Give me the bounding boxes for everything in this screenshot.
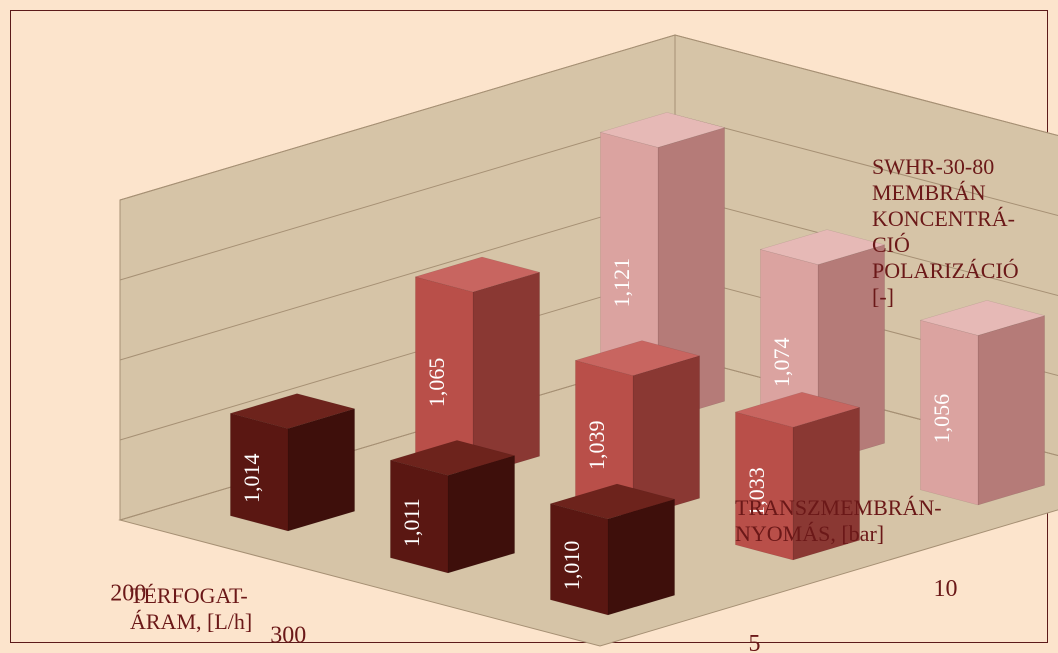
x-tick-label: 300 <box>270 622 306 648</box>
x-axis-title: TÉRFOGAT-ÁRAM, [L/h] <box>130 583 252 634</box>
bar: 1,014 <box>230 394 354 531</box>
bar: 1,056 <box>920 300 1044 505</box>
bar: 1,010 <box>550 484 674 615</box>
bar-value-label: 1,074 <box>769 337 794 387</box>
bar-value-label: 1,039 <box>584 420 609 470</box>
y-tick-label: 10 <box>934 576 958 602</box>
bar-value-label: 1,056 <box>929 394 954 444</box>
bar-value-label: 1,010 <box>559 541 584 591</box>
bar3d-chart: 0,951,001,051,101,151,1211,0741,0561,065… <box>0 0 1058 653</box>
bar-value-label: 1,065 <box>424 358 449 408</box>
bar-value-label: 1,014 <box>239 453 264 503</box>
bar-value-label: 1,121 <box>609 258 634 308</box>
y-tick-label: 5 <box>749 631 761 653</box>
bar: 1,065 <box>415 257 539 476</box>
bar-value-label: 1,011 <box>399 498 424 547</box>
bar: 1,011 <box>390 440 514 573</box>
